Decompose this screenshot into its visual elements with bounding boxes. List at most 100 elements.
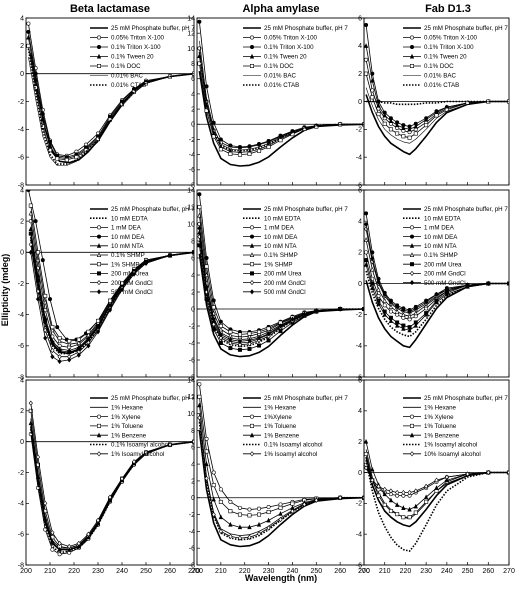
series-marker xyxy=(413,503,418,509)
series-marker xyxy=(55,156,60,161)
series-marker xyxy=(35,454,41,460)
series-marker xyxy=(302,311,307,317)
y-tick-label: -8 xyxy=(18,182,24,189)
series-marker xyxy=(57,348,62,353)
series-marker xyxy=(388,304,394,309)
series-marker xyxy=(211,470,216,475)
legend-label: 1 mM DEA xyxy=(424,225,455,232)
legend-label: 0.1% Triton X-100 xyxy=(264,44,314,51)
y-tick-label: -2 xyxy=(356,501,362,508)
y-tick-label: 4 xyxy=(20,187,24,194)
series-marker xyxy=(364,71,369,76)
series-marker xyxy=(64,157,69,162)
series-marker xyxy=(486,469,491,476)
legend-label: 1% Toluene xyxy=(424,423,457,430)
series-marker xyxy=(211,316,216,322)
series-marker xyxy=(191,249,194,255)
series-marker xyxy=(50,547,55,552)
legend-marker xyxy=(97,414,102,419)
x-tick-label: 200 xyxy=(20,568,32,575)
series-marker xyxy=(218,487,223,492)
y-tick-label: -6 xyxy=(189,546,195,553)
series-marker xyxy=(401,311,406,317)
series-marker xyxy=(247,341,252,347)
x-tick-label: 240 xyxy=(116,568,128,575)
series-marker xyxy=(237,145,242,150)
series-marker xyxy=(444,477,450,483)
series-marker xyxy=(444,474,449,480)
legend-marker xyxy=(250,44,255,49)
series-line xyxy=(198,430,364,548)
series-marker xyxy=(204,284,209,290)
y-tick-label: -2 xyxy=(18,281,24,288)
legend-marker xyxy=(97,35,102,40)
legend-marker xyxy=(409,225,414,230)
y-tick-label: 6 xyxy=(191,445,195,452)
series-marker xyxy=(197,225,202,231)
series-marker xyxy=(256,521,262,527)
legend-marker xyxy=(249,289,255,295)
legend-marker xyxy=(409,64,414,69)
series-line xyxy=(28,56,194,166)
series-marker xyxy=(364,43,369,48)
series-line xyxy=(365,449,509,520)
y-tick-label: -4 xyxy=(356,343,362,350)
series-marker xyxy=(266,510,271,515)
series-marker xyxy=(290,508,295,514)
series-marker xyxy=(370,95,375,100)
x-tick-label: 250 xyxy=(310,568,322,575)
series-marker xyxy=(28,241,33,248)
series-marker xyxy=(278,138,283,143)
legend-label: 0.05% Triton X-100 xyxy=(111,35,165,42)
series-marker xyxy=(218,528,223,534)
series-marker xyxy=(247,144,252,149)
series-group xyxy=(364,22,509,156)
legend-marker xyxy=(96,243,102,248)
legend-label: 0.1% SHMP xyxy=(424,252,458,259)
series-marker xyxy=(407,135,412,140)
legend-label: 200 mM GndCl xyxy=(111,280,153,287)
legend-label: 25 mM Phosphate buffer, pH 7 xyxy=(424,395,508,402)
series-marker xyxy=(257,148,262,153)
series-marker xyxy=(388,309,393,314)
x-tick-label: 220 xyxy=(400,568,412,575)
y-tick-label: 8 xyxy=(191,428,195,435)
series-marker xyxy=(338,306,343,312)
series-marker xyxy=(394,122,400,128)
series-marker xyxy=(47,297,52,302)
series-marker xyxy=(434,298,439,303)
series-marker xyxy=(388,497,394,503)
y-tick-label: 2 xyxy=(191,106,195,113)
series-marker xyxy=(388,118,394,123)
series-marker xyxy=(407,327,412,333)
series-marker xyxy=(376,112,381,117)
legend-label: 0.1% SHMP xyxy=(111,252,145,259)
series-marker xyxy=(50,327,55,333)
legend-marker xyxy=(250,271,255,276)
series-marker xyxy=(395,320,400,325)
legend-label: 200 mM Urea xyxy=(111,271,149,278)
series-marker xyxy=(266,525,271,531)
series-marker xyxy=(413,510,418,515)
legend-label: 1% Benzene xyxy=(111,432,147,439)
legend-marker xyxy=(97,234,102,239)
legend-marker xyxy=(249,252,255,258)
legend-marker xyxy=(250,234,255,239)
series-marker xyxy=(401,307,406,313)
y-tick-label: 6 xyxy=(358,377,362,384)
series-marker xyxy=(370,477,375,483)
legend-label: 500 mM GndCl xyxy=(424,280,466,287)
y-tick-label: 0 xyxy=(20,250,24,257)
series-marker xyxy=(413,131,418,136)
series-marker xyxy=(257,329,262,334)
legend-label: 0.1% Tween 20 xyxy=(111,54,154,61)
series-marker xyxy=(370,281,375,286)
y-tick-label: 8 xyxy=(191,61,195,68)
series-marker xyxy=(204,272,209,278)
y-tick-label: -6 xyxy=(189,357,195,364)
chart-panel: -6 -4 -2 0 2 4 6 25 mM Phosphate buffer, pH 7 0.… xyxy=(356,15,510,189)
y-tick-label: -8 xyxy=(189,182,195,189)
legend-label: 1% SHMP xyxy=(111,261,140,268)
series-line xyxy=(198,70,364,167)
y-tick-label: 2 xyxy=(358,71,362,78)
